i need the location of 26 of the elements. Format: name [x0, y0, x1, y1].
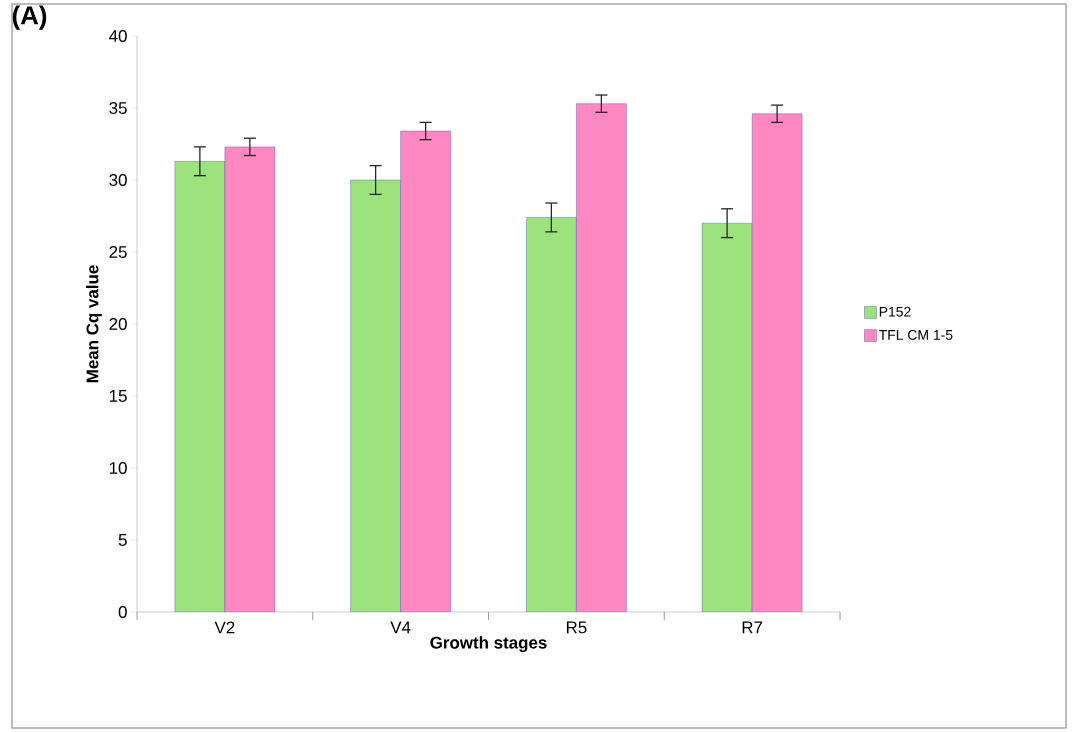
x-tick-label: V2	[214, 621, 235, 634]
y-tick-label: 35	[109, 102, 127, 114]
legend-label: P152	[879, 306, 911, 317]
y-tick-label: 25	[109, 246, 127, 258]
bar	[174, 161, 226, 612]
x-tick-label: V4	[390, 621, 411, 634]
legend-label: TFL CM 1-5	[878, 329, 953, 340]
x-axis-title: Growth stages	[430, 636, 547, 653]
y-tick-label: 5	[118, 534, 127, 546]
y-tick-label: 30	[109, 174, 127, 186]
bar	[224, 146, 276, 612]
bar	[350, 179, 401, 612]
bar	[400, 130, 451, 612]
bar	[701, 223, 753, 612]
y-tick-label: 40	[109, 30, 127, 42]
chart-title: (A)	[12, 5, 47, 30]
y-tick-label: 0	[118, 606, 127, 618]
bar	[526, 217, 577, 612]
y-tick-label: 20	[109, 318, 127, 330]
y-tick-label: 15	[109, 390, 127, 402]
bar	[576, 103, 627, 612]
x-tick-label: R7	[742, 621, 763, 634]
y-axis-title: Mean Cq value	[86, 265, 102, 383]
x-tick-label: R5	[566, 621, 587, 634]
bar	[751, 113, 803, 612]
y-tick-label: 10	[109, 462, 127, 474]
